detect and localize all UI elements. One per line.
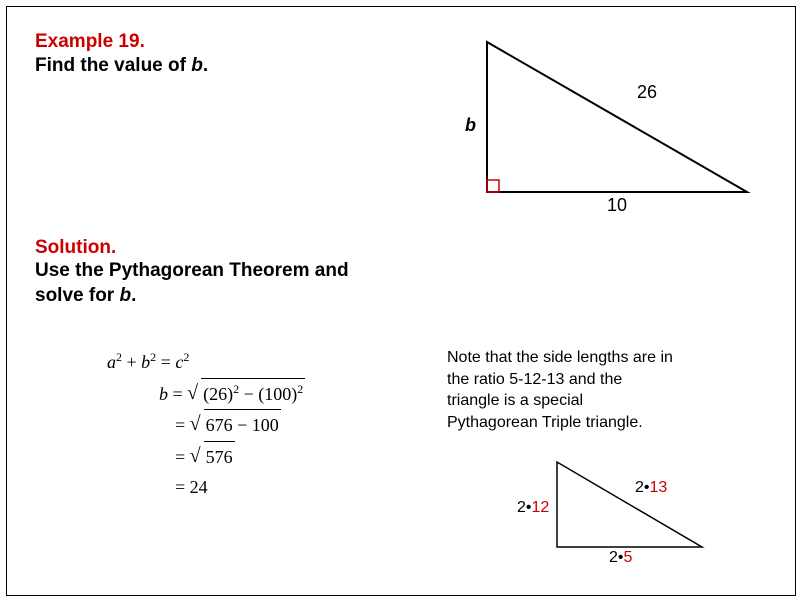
page-frame: Example 19. Find the value of b. 26 b 10… (6, 6, 796, 596)
prompt-prefix: Find the value of (35, 55, 191, 76)
math-exp2: 2 (297, 382, 303, 396)
right-angle-icon (487, 180, 499, 192)
solution-line1: Use the Pythagorean Theorem and (35, 260, 349, 281)
math-line3: = 676 − 100 (107, 409, 305, 441)
note-l1: Note that the side lengths are in (447, 349, 673, 366)
small-vert-label: 2•12 (517, 499, 549, 517)
note-l4: Pythagorean Triple triangle. (447, 414, 643, 431)
small-hyp-prefix: 2• (635, 479, 650, 496)
small-vert-val: 12 (532, 499, 550, 516)
triangle-shape (487, 42, 747, 192)
solution-suffix: . (131, 285, 136, 306)
math-line4: = 576 (107, 441, 305, 473)
vertical-side-label: b (465, 115, 476, 136)
base-label: 10 (607, 195, 627, 216)
math-a: a (107, 352, 116, 372)
small-base-val: 5 (624, 549, 633, 566)
note-text: Note that the side lengths are in the ra… (447, 347, 747, 433)
small-hyp-label: 2•13 (635, 479, 667, 497)
math-line2: b = (26)2 − (100)2 (107, 378, 305, 410)
hypotenuse-label: 26 (637, 82, 657, 103)
math-sq2: 676 − 100 (204, 409, 281, 441)
small-base-prefix: 2• (609, 549, 624, 566)
small-base-label: 2•5 (609, 549, 632, 567)
math-result: 24 (190, 477, 208, 497)
math-minus: − (100) (244, 384, 298, 404)
small-triangle-shape (557, 462, 702, 547)
small-hyp-val: 13 (650, 479, 668, 496)
math-block: a2 + b2 = c2 b = (26)2 − (100)2 = 676 − … (107, 347, 305, 503)
small-vert-prefix: 2• (517, 499, 532, 516)
math-b: b (141, 352, 150, 372)
note-l2: the ratio 5-12-13 and the (447, 371, 622, 388)
math-sq3: 576 (204, 441, 235, 473)
math-sq1: (26) (203, 384, 233, 404)
math-lhs: b (159, 384, 168, 404)
solution-text: Use the Pythagorean Theorem and solve fo… (35, 259, 767, 308)
math-line5: = 24 (107, 472, 305, 503)
math-exp1: 2 (233, 382, 239, 396)
solution-line2: solve for (35, 285, 119, 306)
prompt-var: b (191, 55, 203, 76)
main-triangle-svg (447, 37, 757, 217)
prompt-suffix: . (203, 55, 208, 76)
small-triangle: 2•13 2•12 2•5 (517, 457, 717, 567)
solution-var: b (119, 285, 131, 306)
solution-title: Solution. (35, 237, 767, 259)
main-triangle: 26 b 10 (447, 37, 757, 217)
note-l3: triangle is a special (447, 392, 583, 409)
math-line1: a2 + b2 = c2 (107, 347, 305, 378)
